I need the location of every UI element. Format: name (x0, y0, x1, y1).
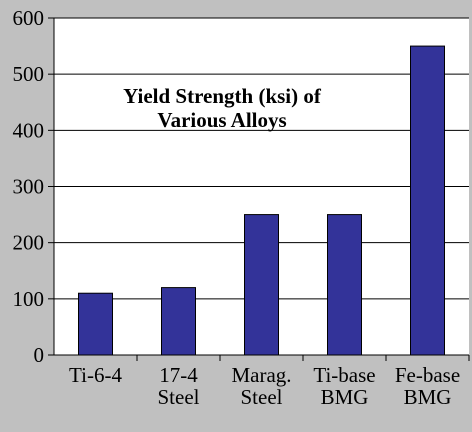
x-tick-labels: Ti-6-4 17-4 Steel Marag. Steel Ti-base BMG Fe-b… (69, 363, 460, 409)
y-tick-label: 100 (13, 287, 45, 311)
bar (410, 45, 445, 356)
y-tick-label: 400 (13, 118, 45, 142)
y-tick-label: 200 (13, 231, 45, 255)
y-tick-label: 500 (13, 62, 45, 86)
bar (327, 214, 362, 356)
bars (78, 45, 445, 356)
y-tick-labels: 0 100 200 300 400 500 600 (13, 6, 45, 367)
x-tick-label: Ti-6-4 (69, 363, 122, 387)
bar (78, 292, 113, 356)
y-tick-label: 600 (13, 6, 45, 30)
chart-title: Yield Strength (ksi) of Various Alloys (123, 84, 322, 132)
bar (244, 214, 279, 356)
bar (161, 287, 196, 356)
x-tick-label: Marag. Steel (231, 363, 291, 409)
chart-title-text: Yield Strength (ksi) of Various Alloys (123, 84, 322, 132)
y-tick-label: 300 (13, 175, 45, 199)
x-tick-label: 17-4 Steel (158, 363, 200, 409)
x-tick-label: Fe-base BMG (395, 363, 460, 409)
axes (48, 17, 470, 361)
x-tick-label: Ti-base BMG (313, 363, 375, 409)
y-tick-label: 0 (34, 343, 45, 367)
